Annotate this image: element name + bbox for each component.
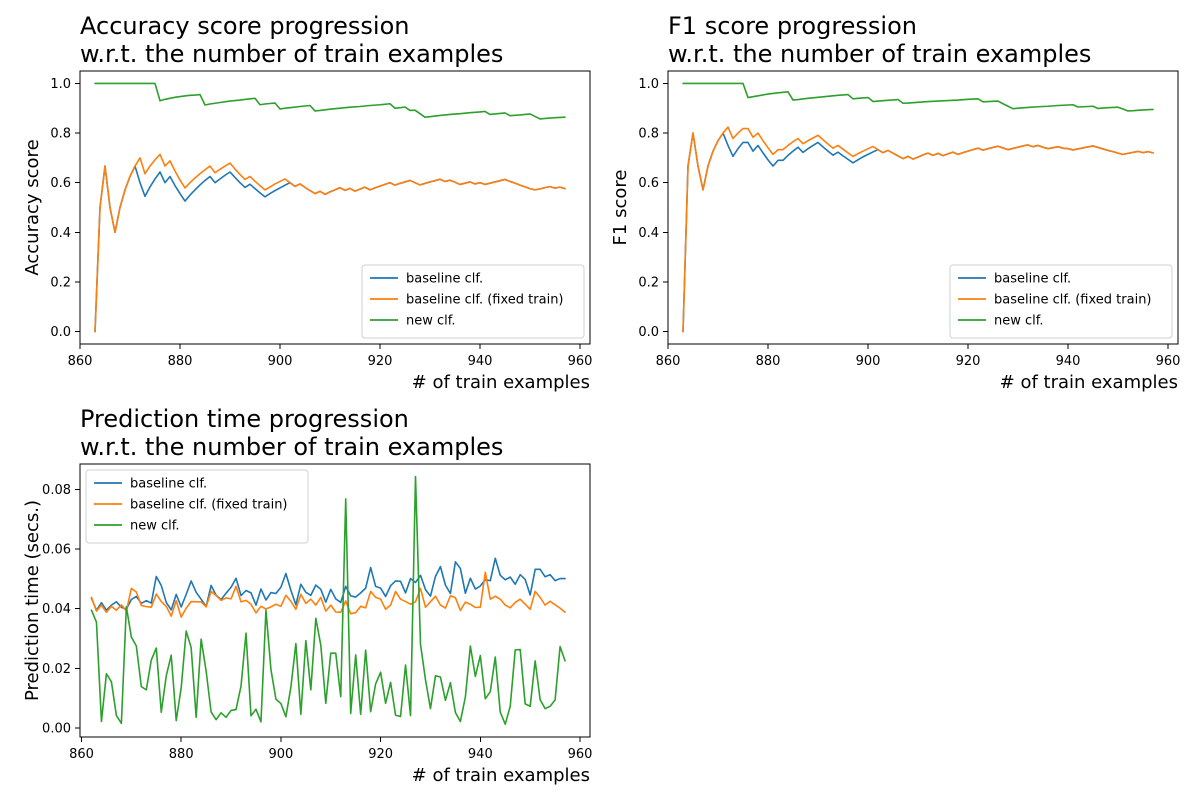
legend: baseline clf. baseline clf. (fixed train)…	[85, 469, 309, 544]
y-tick-label: 0.4	[50, 226, 71, 241]
x-tick-label: 900	[856, 354, 881, 369]
x-tick-label: 960	[1156, 354, 1181, 369]
series-line-new	[94, 82, 566, 120]
x-axis-label: # of train examples	[412, 765, 590, 786]
y-tick-label: 0.00	[42, 722, 71, 737]
legend-label-baseline: baseline clf.	[994, 272, 1071, 287]
legend-box	[85, 469, 309, 544]
plot-frame	[79, 70, 591, 345]
legend-box	[361, 264, 585, 339]
x-tick-label: 880	[169, 747, 194, 762]
x-tick-label: 880	[168, 354, 193, 369]
series-line-fixed	[90, 571, 566, 618]
x-tick-label: 860	[656, 354, 681, 369]
y-tick-label: 0.08	[42, 483, 71, 498]
chart-title-line: w.r.t. the number of train examples	[80, 40, 503, 68]
chart-title-line: F1 score progression	[668, 12, 917, 40]
y-tick-label: 0.8	[50, 127, 71, 142]
plot-frame	[667, 70, 1179, 345]
legend: baseline clf. baseline clf. (fixed train)…	[949, 264, 1173, 339]
legend: baseline clf. baseline clf. (fixed train)…	[361, 264, 585, 339]
x-tick-label: 960	[568, 747, 593, 762]
legend-label-new: new clf.	[994, 314, 1044, 329]
y-axis-label: Prediction time (secs.)	[22, 500, 43, 701]
y-tick-label: 1.0	[50, 77, 71, 92]
y-tick-label: 0.6	[638, 176, 659, 191]
y-tick-label: 0.2	[50, 275, 71, 290]
x-tick-label: 900	[268, 747, 293, 762]
x-axis-label: # of train examples	[412, 372, 590, 393]
x-tick-label: 860	[69, 747, 94, 762]
x-tick-label: 920	[956, 354, 981, 369]
x-tick-label: 920	[368, 747, 393, 762]
series-line-new	[682, 82, 1154, 112]
y-tick-label: 0.0	[638, 325, 659, 340]
y-tick-label: 0.04	[42, 602, 71, 617]
x-tick-label: 900	[268, 354, 293, 369]
y-axis-label: F1 score	[610, 170, 631, 246]
series-line-new	[90, 475, 566, 725]
chart-title-line: Prediction time progression	[80, 405, 409, 433]
x-axis-label: # of train examples	[1000, 372, 1178, 393]
series-line-fixed	[94, 153, 566, 333]
y-axis-label: Accuracy score	[22, 139, 43, 275]
x-tick-label: 860	[68, 354, 93, 369]
chart-title-line: w.r.t. the number of train examples	[80, 433, 503, 461]
legend-label-baseline: baseline clf.	[406, 272, 483, 287]
y-tick-label: 1.0	[638, 77, 659, 92]
x-tick-label: 940	[468, 354, 493, 369]
plot-frame	[79, 463, 591, 738]
legend-box	[949, 264, 1173, 339]
y-tick-label: 0.8	[638, 127, 659, 142]
legend-label-new: new clf.	[130, 519, 180, 534]
chart-title-line: w.r.t. the number of train examples	[668, 40, 1091, 68]
series-line-fixed	[682, 126, 1154, 333]
y-tick-label: 0.02	[42, 662, 71, 677]
y-tick-label: 0.6	[50, 176, 71, 191]
legend-label-baseline: baseline clf.	[130, 477, 207, 492]
y-tick-label: 0.0	[50, 325, 71, 340]
x-tick-label: 920	[368, 354, 393, 369]
legend-label-fixed: baseline clf. (fixed train)	[130, 498, 288, 513]
y-tick-label: 0.2	[638, 275, 659, 290]
y-tick-label: 0.06	[42, 543, 71, 558]
x-tick-label: 880	[756, 354, 781, 369]
x-tick-label: 960	[568, 354, 593, 369]
chart-title-line: Accuracy score progression	[80, 12, 409, 40]
x-tick-label: 940	[1056, 354, 1081, 369]
x-tick-label: 940	[468, 747, 493, 762]
legend-label-fixed: baseline clf. (fixed train)	[994, 293, 1152, 308]
legend-label-new: new clf.	[406, 314, 456, 329]
legend-label-fixed: baseline clf. (fixed train)	[406, 293, 564, 308]
y-tick-label: 0.4	[638, 226, 659, 241]
